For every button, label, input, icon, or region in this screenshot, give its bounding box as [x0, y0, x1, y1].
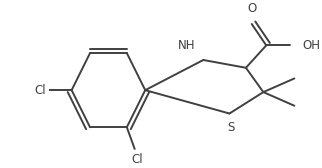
- Text: Cl: Cl: [132, 153, 143, 166]
- Text: OH: OH: [302, 39, 320, 52]
- Text: S: S: [228, 121, 235, 134]
- Text: NH: NH: [178, 39, 195, 52]
- Text: O: O: [247, 2, 256, 15]
- Text: Cl: Cl: [35, 84, 46, 97]
